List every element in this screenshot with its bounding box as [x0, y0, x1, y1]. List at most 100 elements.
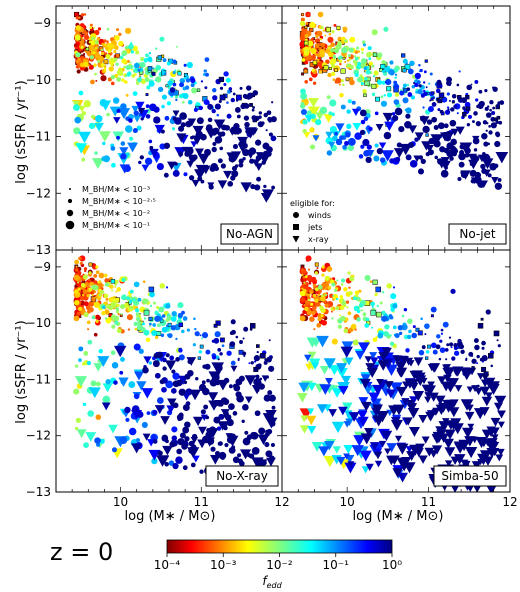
data-point-xray [384, 121, 395, 131]
data-point-winds [166, 314, 173, 321]
data-point-xray [323, 456, 337, 468]
data-point-xray [481, 396, 493, 407]
data-point-winds [487, 142, 490, 146]
data-point-winds [392, 286, 396, 289]
data-point-winds [163, 72, 167, 76]
data-point-winds [126, 296, 130, 301]
data-point-winds [190, 77, 196, 84]
data-point-xray [372, 384, 384, 396]
data-point-winds [105, 53, 111, 60]
data-point-winds [449, 156, 454, 161]
data-point-xray [244, 396, 253, 404]
data-point-winds [411, 332, 418, 339]
data-point-winds [487, 105, 490, 108]
data-point-winds [428, 82, 431, 85]
data-point-winds [484, 106, 489, 111]
data-point-winds [268, 119, 272, 123]
data-point-winds [321, 273, 325, 277]
data-point-winds [154, 315, 161, 322]
data-point-winds [422, 125, 430, 134]
data-point-winds [138, 348, 144, 354]
data-point-xray [368, 392, 380, 403]
data-point-winds [356, 46, 360, 50]
data-point-winds [302, 275, 306, 279]
data-point-winds [130, 50, 134, 54]
data-point-winds [168, 58, 174, 64]
data-point-winds [364, 323, 370, 328]
data-point-winds [155, 76, 162, 83]
data-point-winds [236, 127, 242, 134]
data-point-xray [495, 151, 509, 164]
data-point-winds [205, 349, 211, 355]
data-point-xray [431, 445, 443, 455]
data-point-winds [429, 99, 432, 102]
data-point-xray [226, 435, 239, 447]
marker-legend-label: winds [308, 211, 331, 220]
data-point-winds [162, 366, 167, 371]
data-point-winds [77, 306, 83, 312]
data-point-winds [357, 61, 362, 66]
data-point-winds [325, 294, 328, 297]
data-point-winds [157, 86, 164, 93]
data-point-winds [175, 456, 183, 464]
data-point-winds [98, 294, 101, 297]
data-point-xray [216, 379, 229, 391]
data-point-winds [89, 23, 93, 27]
data-point-winds [300, 103, 306, 109]
data-point-jets [323, 65, 329, 71]
data-point-winds [270, 443, 275, 448]
data-point-winds [351, 100, 356, 105]
data-point-winds [251, 447, 260, 455]
data-point-winds [101, 310, 106, 316]
data-point-winds [200, 80, 204, 83]
data-point-winds [308, 293, 311, 297]
data-point-xray [473, 408, 487, 420]
x-axis-label-right: log (M∗ / M⊙) [353, 509, 444, 524]
data-point-winds [133, 393, 140, 400]
data-point-winds [169, 87, 176, 93]
data-point-winds [151, 330, 158, 337]
data-point-winds [446, 92, 450, 96]
data-point-winds [389, 341, 395, 346]
data-point-winds [258, 111, 263, 115]
data-point-winds [89, 281, 94, 287]
data-point-winds [434, 155, 439, 160]
data-point-winds [120, 312, 123, 315]
data-point-winds [109, 305, 113, 309]
data-point-winds [95, 381, 101, 387]
x-tick-label: 11 [194, 495, 209, 509]
data-point-winds [406, 87, 411, 91]
data-point-winds [163, 142, 171, 149]
data-point-xray [192, 125, 204, 136]
data-point-xray [300, 415, 309, 423]
data-point-winds [390, 293, 397, 300]
data-point-xray [156, 455, 169, 467]
data-point-winds [354, 56, 359, 61]
data-point-winds [226, 418, 234, 427]
data-point-xray [297, 393, 308, 403]
data-point-winds [320, 314, 324, 318]
data-point-winds [312, 305, 317, 311]
data-point-winds [384, 61, 387, 64]
data-point-xray [323, 358, 336, 370]
data-point-winds [466, 84, 473, 91]
data-point-winds [362, 89, 367, 94]
data-point-xray [377, 360, 390, 371]
data-point-winds [301, 58, 306, 62]
data-point-winds [75, 16, 80, 20]
data-point-winds [465, 92, 469, 96]
data-point-winds [156, 305, 160, 310]
data-point-winds [335, 43, 342, 50]
data-point-jets [334, 68, 338, 72]
data-point-winds [418, 349, 425, 356]
data-point-winds [242, 337, 245, 340]
data-point-winds [140, 57, 145, 61]
data-point-winds [114, 320, 119, 325]
data-point-winds [198, 105, 204, 111]
data-point-winds [120, 103, 127, 110]
data-point-winds [73, 274, 80, 281]
data-point-winds [230, 90, 233, 93]
data-point-winds [97, 281, 100, 284]
